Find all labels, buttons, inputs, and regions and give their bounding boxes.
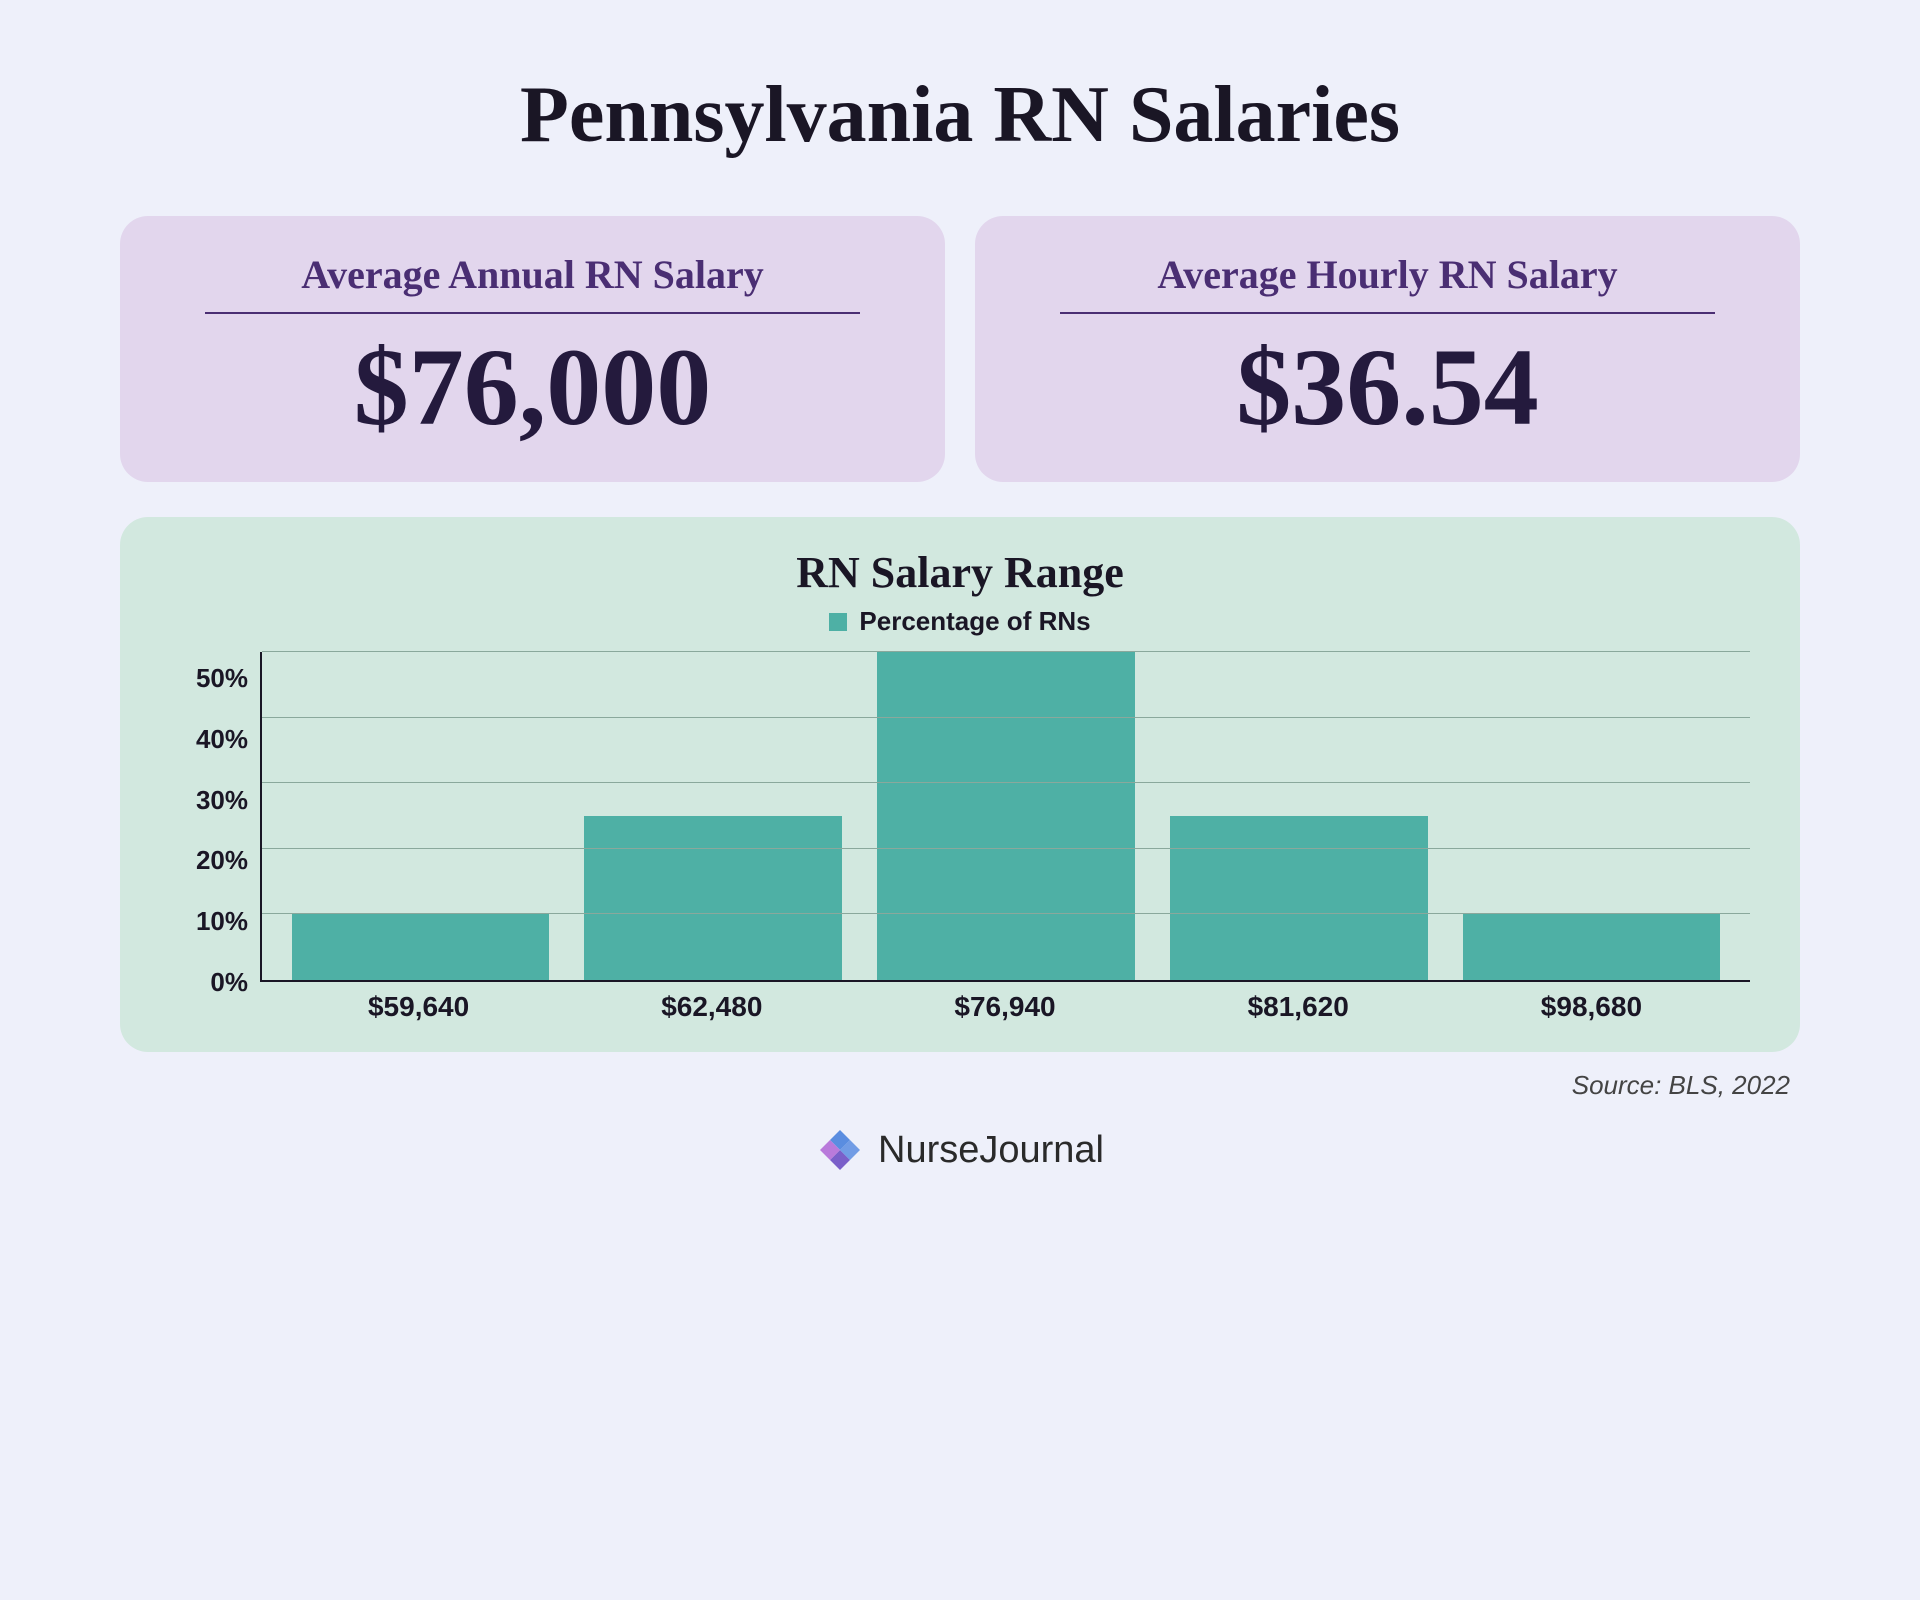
hourly-salary-label: Average Hourly RN Salary xyxy=(1157,251,1617,298)
x-label: $76,940 xyxy=(858,991,1151,1023)
bar xyxy=(584,816,842,980)
divider xyxy=(1060,312,1716,314)
x-label: $59,640 xyxy=(272,991,565,1023)
salary-range-chart: RN Salary Range Percentage of RNs 50% 40%… xyxy=(120,517,1800,1052)
grid-line xyxy=(262,651,1750,652)
legend-label: Percentage of RNs xyxy=(859,606,1090,637)
x-label: $98,680 xyxy=(1445,991,1738,1023)
plot: 50%40%30%20%10%0% $59,640$62,480$76,940$… xyxy=(170,652,1750,1032)
bar-slot xyxy=(274,652,567,980)
grid-area xyxy=(260,652,1750,982)
x-label: $81,620 xyxy=(1152,991,1445,1023)
divider xyxy=(205,312,861,314)
chart-title: RN Salary Range xyxy=(170,547,1750,598)
y-tick: 50% xyxy=(196,665,248,691)
source-citation: Source: BLS, 2022 xyxy=(120,1070,1800,1101)
hourly-salary-card: Average Hourly RN Salary $36.54 xyxy=(975,216,1800,482)
y-tick: 40% xyxy=(196,726,248,752)
grid-line xyxy=(262,717,1750,718)
y-tick: 0% xyxy=(210,969,248,995)
bar xyxy=(1463,914,1721,980)
brand-logo-icon xyxy=(816,1126,864,1174)
bar xyxy=(292,914,550,980)
hourly-salary-value: $36.54 xyxy=(1236,332,1539,442)
grid-line xyxy=(262,782,1750,783)
bar-slot xyxy=(860,652,1153,980)
legend-swatch xyxy=(829,613,847,631)
x-label: $62,480 xyxy=(565,991,858,1023)
annual-salary-label: Average Annual RN Salary xyxy=(301,251,764,298)
y-axis: 50% 40% 30% 20% 10% 0% xyxy=(170,652,260,1032)
bars xyxy=(262,652,1750,980)
bar-slot xyxy=(1445,652,1738,980)
y-tick: 10% xyxy=(196,908,248,934)
x-axis: $59,640$62,480$76,940$81,620$98,680 xyxy=(260,982,1750,1032)
bar xyxy=(1170,816,1428,980)
stat-cards: Average Annual RN Salary $76,000 Average… xyxy=(120,216,1800,482)
plot-area: $59,640$62,480$76,940$81,620$98,680 xyxy=(260,652,1750,1032)
grid-line xyxy=(262,913,1750,914)
brand-name: NurseJournal xyxy=(878,1129,1104,1172)
bar xyxy=(877,652,1135,980)
annual-salary-value: $76,000 xyxy=(354,332,712,442)
annual-salary-card: Average Annual RN Salary $76,000 xyxy=(120,216,945,482)
brand: NurseJournal xyxy=(816,1126,1104,1174)
y-tick: 20% xyxy=(196,847,248,873)
bar-slot xyxy=(1152,652,1445,980)
chart-legend: Percentage of RNs xyxy=(170,606,1750,637)
bar-slot xyxy=(567,652,860,980)
grid-line xyxy=(262,848,1750,849)
y-tick: 30% xyxy=(196,787,248,813)
page-title: Pennsylvania RN Salaries xyxy=(520,70,1400,161)
